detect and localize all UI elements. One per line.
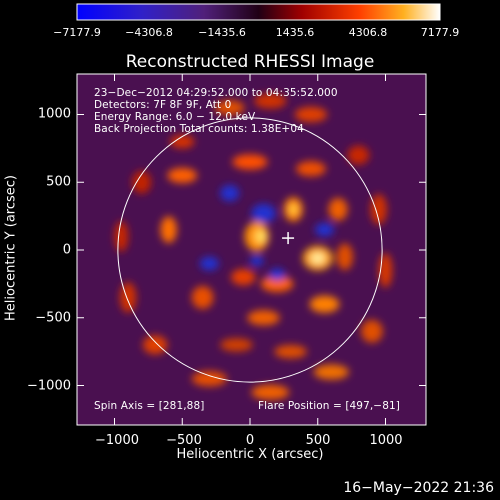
- x-tick-label: 500: [305, 433, 331, 448]
- emission-blob: [347, 145, 370, 165]
- flare-source-blob: [289, 203, 298, 215]
- flare-source-blob: [231, 268, 256, 286]
- flare-source-blob: [260, 275, 294, 293]
- info-method-counts: Back Projection Total counts: 1.38E+04: [94, 123, 304, 135]
- y-tick-label: 1000: [37, 106, 71, 122]
- y-tick-label: 500: [46, 174, 71, 190]
- emission-blob: [370, 194, 387, 225]
- y-tick-label: −1000: [27, 378, 71, 394]
- x-axis-title: Heliocentric X (arcsec): [176, 447, 324, 462]
- emission-blob: [232, 154, 268, 170]
- emission-blob: [378, 253, 393, 288]
- emission-blob: [214, 100, 245, 116]
- emission-blob: [296, 161, 326, 177]
- colorbar-gradient: [76, 3, 441, 21]
- emission-blob: [142, 335, 168, 355]
- flare-source-blob: [310, 252, 325, 264]
- colorbar-tick: 7177.9: [420, 26, 460, 39]
- info-detectors: Detectors: 7F 8F 9F, Att 0: [94, 99, 232, 111]
- emission-blob: [191, 286, 214, 309]
- x-tick-label: 0: [245, 433, 255, 448]
- x-tick-label: 1000: [369, 433, 403, 448]
- emission-blob: [170, 134, 195, 149]
- emission-blob: [254, 93, 287, 109]
- colorbar-tick: −1435.6: [198, 26, 246, 39]
- x-tick-label: −1000: [95, 433, 139, 448]
- info-time-range: 23−Dec−2012 04:29:52.000 to 04:35:52.000: [94, 87, 338, 99]
- emission-blob: [294, 106, 328, 123]
- emission-blob: [274, 344, 307, 359]
- negative-blob: [250, 255, 264, 267]
- negative-blob: [315, 222, 335, 237]
- colorbar: [76, 3, 441, 21]
- emission-blob: [361, 319, 383, 343]
- emission-blob: [114, 221, 129, 252]
- info-energy-range: Energy Range: 6.0 − 12.0 keV: [94, 111, 256, 123]
- emission-blob: [247, 310, 280, 326]
- colorbar-tick: −4306.8: [125, 26, 173, 39]
- negative-blob: [251, 203, 276, 223]
- emission-blob: [220, 338, 253, 352]
- negative-blob: [220, 184, 240, 202]
- emission-blob: [167, 167, 198, 184]
- negative-blob: [268, 268, 286, 281]
- solar-limb: [117, 117, 383, 383]
- x-tick-label: −500: [166, 433, 202, 448]
- spin-axis-label: Spin Axis = [281,88]: [94, 400, 205, 412]
- colorbar-tick: 1435.6: [275, 26, 315, 39]
- y-tick-label: −500: [35, 310, 71, 326]
- colorbar-tick: 4306.8: [348, 26, 388, 39]
- emission-blob: [309, 295, 340, 313]
- emission-blob: [336, 243, 353, 271]
- flare-position-label: Flare Position = [497,−81]: [258, 400, 400, 412]
- emission-blob: [132, 170, 152, 194]
- emission-blob: [328, 197, 348, 221]
- emission-blob: [313, 364, 349, 380]
- chart-title: Reconstructed RHESSI Image: [125, 52, 375, 72]
- timestamp: 16−May−2022 21:36: [343, 480, 494, 496]
- y-tick-label: 0: [62, 242, 71, 258]
- emission-blob: [119, 282, 137, 313]
- emission-blob: [191, 371, 227, 387]
- emission-blob: [251, 384, 290, 400]
- emission-blob: [160, 216, 177, 243]
- flare-source-blob: [255, 229, 267, 244]
- negative-blob: [199, 256, 219, 271]
- y-axis-title: Heliocentric Y (arcsec): [3, 175, 19, 321]
- colorbar-tick: −7177.9: [53, 26, 101, 39]
